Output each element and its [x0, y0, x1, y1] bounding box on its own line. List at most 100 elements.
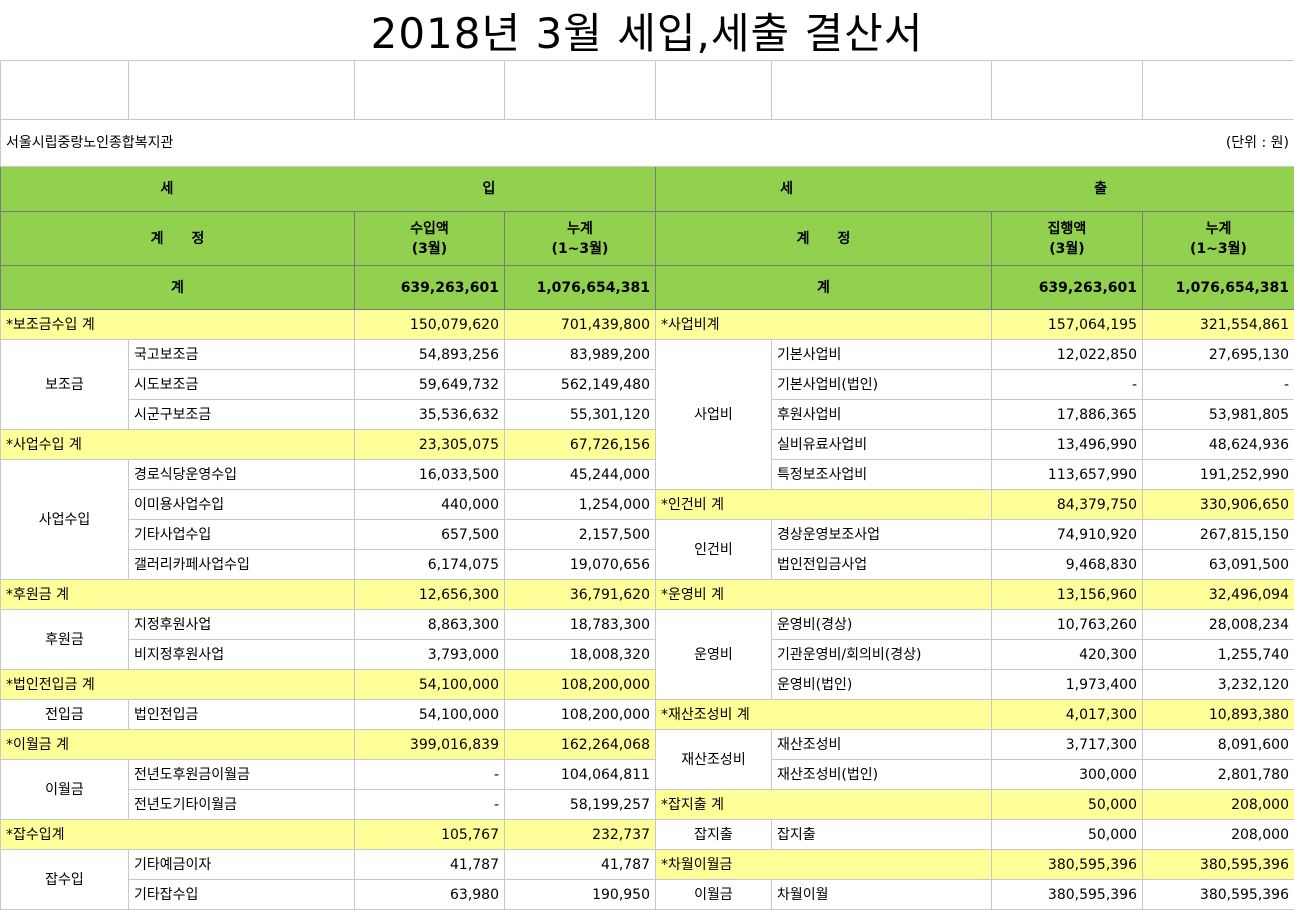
expense-item-label: 기본사업비(법인): [772, 370, 992, 400]
expense-cumulative-amount: 32,496,094: [1143, 580, 1294, 610]
income-total-label: 계: [1, 266, 355, 310]
expense-header-char-1: 세: [661, 181, 912, 197]
expense-cumulative-header-line1: 누계: [1206, 221, 1232, 237]
expense-month-amount: 13,496,990: [992, 430, 1143, 460]
expense-cumulative-amount: 330,906,650: [1143, 490, 1294, 520]
expense-cumulative-amount: 267,815,150: [1143, 520, 1294, 550]
expense-item-label: 차월이월: [772, 880, 992, 910]
income-month-amount: 54,893,256: [355, 340, 505, 370]
income-cumulative-amount: 701,439,800: [505, 310, 656, 340]
expense-cumulative-amount: 208,000: [1143, 790, 1294, 820]
expense-cumulative-amount: 321,554,861: [1143, 310, 1294, 340]
income-section-label: *잡수입계: [1, 820, 355, 850]
income-cumulative-amount: 19,070,656: [505, 550, 656, 580]
expense-item-label: 재산조성비: [772, 730, 992, 760]
org-row: 서울시립중랑노인종합복지관 (단위 : 원): [1, 120, 1294, 167]
income-section-label: *법인전입금 계: [1, 670, 355, 700]
income-group-label: 전입금: [1, 700, 129, 730]
income-item-label: 기타사업수입: [129, 520, 355, 550]
income-item-label: 기타잡수입: [129, 880, 355, 910]
income-month-amount: 6,174,075: [355, 550, 505, 580]
income-amount-header-line2: (3월): [412, 241, 447, 257]
expense-group-label: 이월금: [656, 880, 772, 910]
expense-month-amount: 420,300: [992, 640, 1143, 670]
income-section-label: *후원금 계: [1, 580, 355, 610]
income-amount-header: 수입액 (3월): [355, 212, 505, 266]
expense-month-amount: 50,000: [992, 820, 1143, 850]
income-item-label: 경로식당운영수입: [129, 460, 355, 490]
expense-group-label: 잡지출: [656, 820, 772, 850]
income-month-amount: 41,787: [355, 850, 505, 880]
organization-name: 서울시립중랑노인종합복지관: [1, 120, 656, 167]
expense-month-amount: 12,022,850: [992, 340, 1143, 370]
expense-cumulative-header-line2: (1~3월): [1190, 241, 1247, 257]
expense-cumulative-amount: 380,595,396: [1143, 880, 1294, 910]
income-item-label: 지정후원사업: [129, 610, 355, 640]
expense-total-label: 계: [656, 266, 992, 310]
income-item-label: 기타예금이자: [129, 850, 355, 880]
expense-cumulative-amount: 8,091,600: [1143, 730, 1294, 760]
income-amount-header-line1: 수입액: [410, 221, 449, 237]
expense-account-header: 계 정: [656, 212, 992, 266]
expense-group-label: 사업비: [656, 340, 772, 490]
income-month-amount: 8,863,300: [355, 610, 505, 640]
income-group-label: 잡수입: [1, 850, 129, 910]
expense-month-amount: 3,717,300: [992, 730, 1143, 760]
income-month-amount: 150,079,620: [355, 310, 505, 340]
expense-month-amount: 10,763,260: [992, 610, 1143, 640]
income-item-label: 시군구보조금: [129, 400, 355, 430]
income-cumulative-amount: 190,950: [505, 880, 656, 910]
expense-group-label: 인건비: [656, 520, 772, 580]
total-row: 계 639,263,601 1,076,654,381 계 639,263,60…: [1, 266, 1294, 310]
income-month-amount: 16,033,500: [355, 460, 505, 490]
income-item-label: 전년도후원금이월금: [129, 760, 355, 790]
expense-month-amount: 380,595,396: [992, 880, 1143, 910]
expense-month-amount: 1,973,400: [992, 670, 1143, 700]
income-item-label: 법인전입금: [129, 700, 355, 730]
income-month-amount: 54,100,000: [355, 700, 505, 730]
expense-cumulative-amount: 48,624,936: [1143, 430, 1294, 460]
expense-month-amount: -: [992, 370, 1143, 400]
income-month-amount: 63,980: [355, 880, 505, 910]
income-item-label: 비지정후원사업: [129, 640, 355, 670]
income-month-amount: -: [355, 790, 505, 820]
expense-item-label: 운영비(법인): [772, 670, 992, 700]
income-month-amount: 440,000: [355, 490, 505, 520]
income-cumulative-header-line1: 누계: [567, 221, 593, 237]
income-section-label: *보조금수입 계: [1, 310, 355, 340]
income-header-char-1: 세: [6, 181, 328, 197]
expense-total-month: 639,263,601: [992, 266, 1143, 310]
income-total-month: 639,263,601: [355, 266, 505, 310]
expense-month-amount: 13,156,960: [992, 580, 1143, 610]
expense-cumulative-amount: 208,000: [1143, 820, 1294, 850]
income-month-amount: 59,649,732: [355, 370, 505, 400]
expense-month-amount: 380,595,396: [992, 850, 1143, 880]
income-cumulative-amount: 83,989,200: [505, 340, 656, 370]
expense-cumulative-amount: 53,981,805: [1143, 400, 1294, 430]
income-item-label: 갤러리카페사업수입: [129, 550, 355, 580]
income-group-label: 사업수입: [1, 460, 129, 580]
expense-cumulative-amount: 27,695,130: [1143, 340, 1294, 370]
income-cumulative-amount: 108,200,000: [505, 700, 656, 730]
income-cumulative-amount: 67,726,156: [505, 430, 656, 460]
expense-month-amount: 84,379,750: [992, 490, 1143, 520]
expense-total-cumulative: 1,076,654,381: [1143, 266, 1294, 310]
blank-row: [1, 61, 1294, 120]
income-month-amount: 12,656,300: [355, 580, 505, 610]
expense-amount-header-line1: 집행액: [1048, 221, 1087, 237]
income-cumulative-amount: 104,064,811: [505, 760, 656, 790]
expense-cumulative-amount: 2,801,780: [1143, 760, 1294, 790]
income-month-amount: 3,793,000: [355, 640, 505, 670]
income-cumulative-amount: 41,787: [505, 850, 656, 880]
income-item-label: 국고보조금: [129, 340, 355, 370]
income-cumulative-amount: 108,200,000: [505, 670, 656, 700]
expense-group-label: 운영비: [656, 610, 772, 700]
